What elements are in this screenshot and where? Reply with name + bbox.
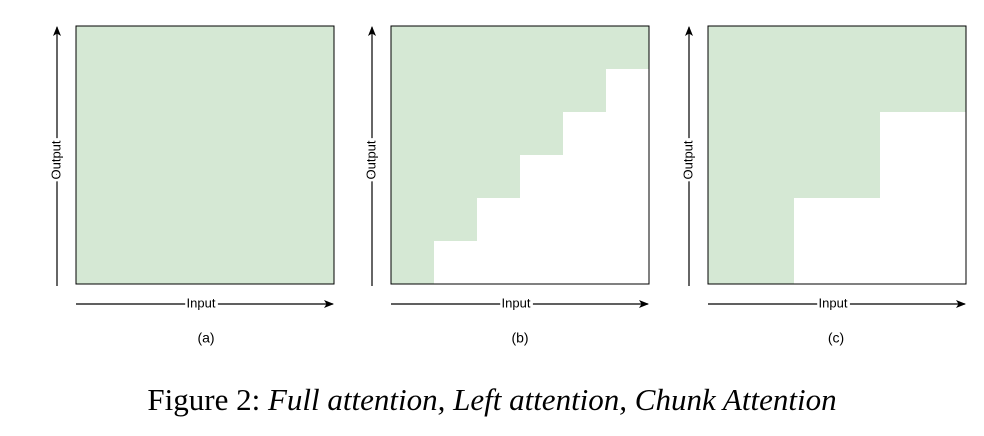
panel-a-label: (a) <box>197 330 214 346</box>
panel-b-attention-staircase <box>391 26 649 284</box>
panel-a-y-axis-label: Output <box>48 140 63 179</box>
panel-a-frame <box>75 25 335 285</box>
panel-b-x-axis-label: Input <box>502 295 531 310</box>
panel-c-label: (c) <box>828 330 844 346</box>
panel-b-y-axis-label: Output <box>363 140 378 179</box>
panel-c-frame <box>707 25 967 285</box>
attention-figure: Output Input (a) Output Input (b) Output… <box>46 25 967 346</box>
panel-a-attention-full <box>76 26 334 284</box>
figure-caption: Figure 2: Full attention, Left attention… <box>0 382 984 418</box>
panel-b-label: (b) <box>511 330 528 346</box>
panel-c: Output Input (c) <box>678 25 967 346</box>
panel-b-frame <box>390 25 650 285</box>
panel-c-attention-chunks <box>708 26 966 284</box>
panel-a: Output Input (a) <box>46 25 335 346</box>
panel-c-y-axis-label: Output <box>680 140 695 179</box>
figure-caption-prefix: Figure 2: <box>147 382 268 417</box>
panel-c-x-axis-label: Input <box>819 295 848 310</box>
panel-a-x-axis-label: Input <box>187 295 216 310</box>
panel-b: Output Input (b) <box>361 25 650 346</box>
figure-caption-text: Full attention, Left attention, Chunk At… <box>267 382 837 417</box>
